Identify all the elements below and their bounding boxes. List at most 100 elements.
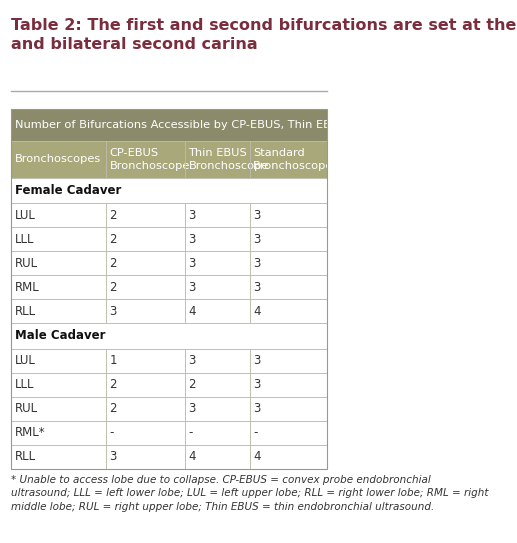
Bar (11, 396, 106, 421)
Text: 3: 3 (110, 450, 117, 463)
Bar (106, 372, 185, 396)
Text: RLL: RLL (15, 305, 36, 318)
Bar (11, 445, 106, 469)
Text: LUL: LUL (15, 209, 36, 222)
Text: 2: 2 (110, 209, 117, 222)
Bar (185, 445, 250, 469)
Bar (185, 372, 250, 396)
Bar (185, 275, 250, 299)
Text: Bronchoscopes: Bronchoscopes (15, 154, 101, 165)
Text: RUL: RUL (15, 257, 38, 270)
Text: LLL: LLL (15, 378, 34, 391)
Text: 3: 3 (253, 354, 261, 367)
Bar (11, 251, 106, 275)
Bar (250, 349, 327, 372)
Text: 3: 3 (253, 209, 261, 222)
Bar (185, 251, 250, 275)
Bar (11, 445, 106, 469)
Text: 2: 2 (189, 378, 196, 391)
Bar (250, 421, 327, 445)
Bar (185, 299, 250, 323)
Bar (106, 299, 185, 323)
Bar (11, 178, 327, 203)
Bar (106, 203, 185, 228)
Bar (185, 421, 250, 445)
Text: RLL: RLL (15, 450, 36, 463)
Text: 3: 3 (253, 281, 261, 294)
Bar (185, 396, 250, 421)
Bar (185, 203, 250, 228)
Text: -: - (253, 426, 257, 439)
Bar (185, 228, 250, 251)
Bar (185, 396, 250, 421)
Bar (185, 299, 250, 323)
Text: RML*: RML* (15, 426, 45, 439)
Bar (250, 251, 327, 275)
Text: Male Cadaver: Male Cadaver (15, 330, 105, 343)
Bar (250, 228, 327, 251)
Bar (185, 445, 250, 469)
Bar (11, 228, 106, 251)
Text: 3: 3 (110, 305, 117, 318)
Bar (11, 203, 106, 228)
Text: -: - (189, 426, 193, 439)
Bar (11, 141, 106, 178)
Bar (185, 372, 250, 396)
Text: Standard
Bronchoscope: Standard Bronchoscope (253, 148, 333, 171)
Text: 4: 4 (253, 305, 261, 318)
Text: 2: 2 (110, 257, 117, 270)
Text: LLL: LLL (15, 233, 34, 246)
Bar (106, 141, 185, 178)
Bar (106, 228, 185, 251)
Bar (106, 299, 185, 323)
Bar (250, 349, 327, 372)
Bar (185, 421, 250, 445)
Text: 3: 3 (253, 233, 261, 246)
Text: 4: 4 (253, 450, 261, 463)
Text: Thin EBUS
Bronchoscope: Thin EBUS Bronchoscope (189, 148, 269, 171)
Text: 4: 4 (189, 305, 196, 318)
Bar (11, 421, 106, 445)
Bar (11, 421, 106, 445)
Bar (250, 299, 327, 323)
Text: 3: 3 (189, 209, 196, 222)
Bar (250, 396, 327, 421)
Text: 3: 3 (189, 402, 196, 415)
Bar (11, 323, 327, 349)
Bar (250, 372, 327, 396)
Text: 2: 2 (110, 378, 117, 391)
Bar (11, 228, 106, 251)
Bar (11, 299, 106, 323)
Text: 2: 2 (110, 402, 117, 415)
Bar (185, 349, 250, 372)
Bar (106, 445, 185, 469)
Bar (250, 228, 327, 251)
Bar (185, 228, 250, 251)
Bar (185, 349, 250, 372)
Bar (185, 203, 250, 228)
Bar (11, 275, 106, 299)
Bar (106, 275, 185, 299)
Bar (11, 203, 106, 228)
Text: 4: 4 (189, 450, 196, 463)
Bar (11, 396, 106, 421)
Bar (106, 421, 185, 445)
Bar (11, 349, 106, 372)
Bar (250, 372, 327, 396)
Text: 1: 1 (110, 354, 117, 367)
Bar (106, 421, 185, 445)
Bar (250, 275, 327, 299)
Bar (106, 396, 185, 421)
Bar (185, 275, 250, 299)
Bar (250, 251, 327, 275)
Bar (106, 251, 185, 275)
Bar (185, 251, 250, 275)
Text: -: - (110, 426, 114, 439)
Bar (106, 445, 185, 469)
Bar (185, 141, 250, 178)
Text: 2: 2 (110, 233, 117, 246)
Text: RML: RML (15, 281, 40, 294)
Text: Table 2: The first and second bifurcations are set at the carina
and bilateral s: Table 2: The first and second bifurcatio… (11, 17, 517, 52)
Bar (106, 228, 185, 251)
Text: CP-EBUS
Bronchoscope: CP-EBUS Bronchoscope (110, 148, 190, 171)
